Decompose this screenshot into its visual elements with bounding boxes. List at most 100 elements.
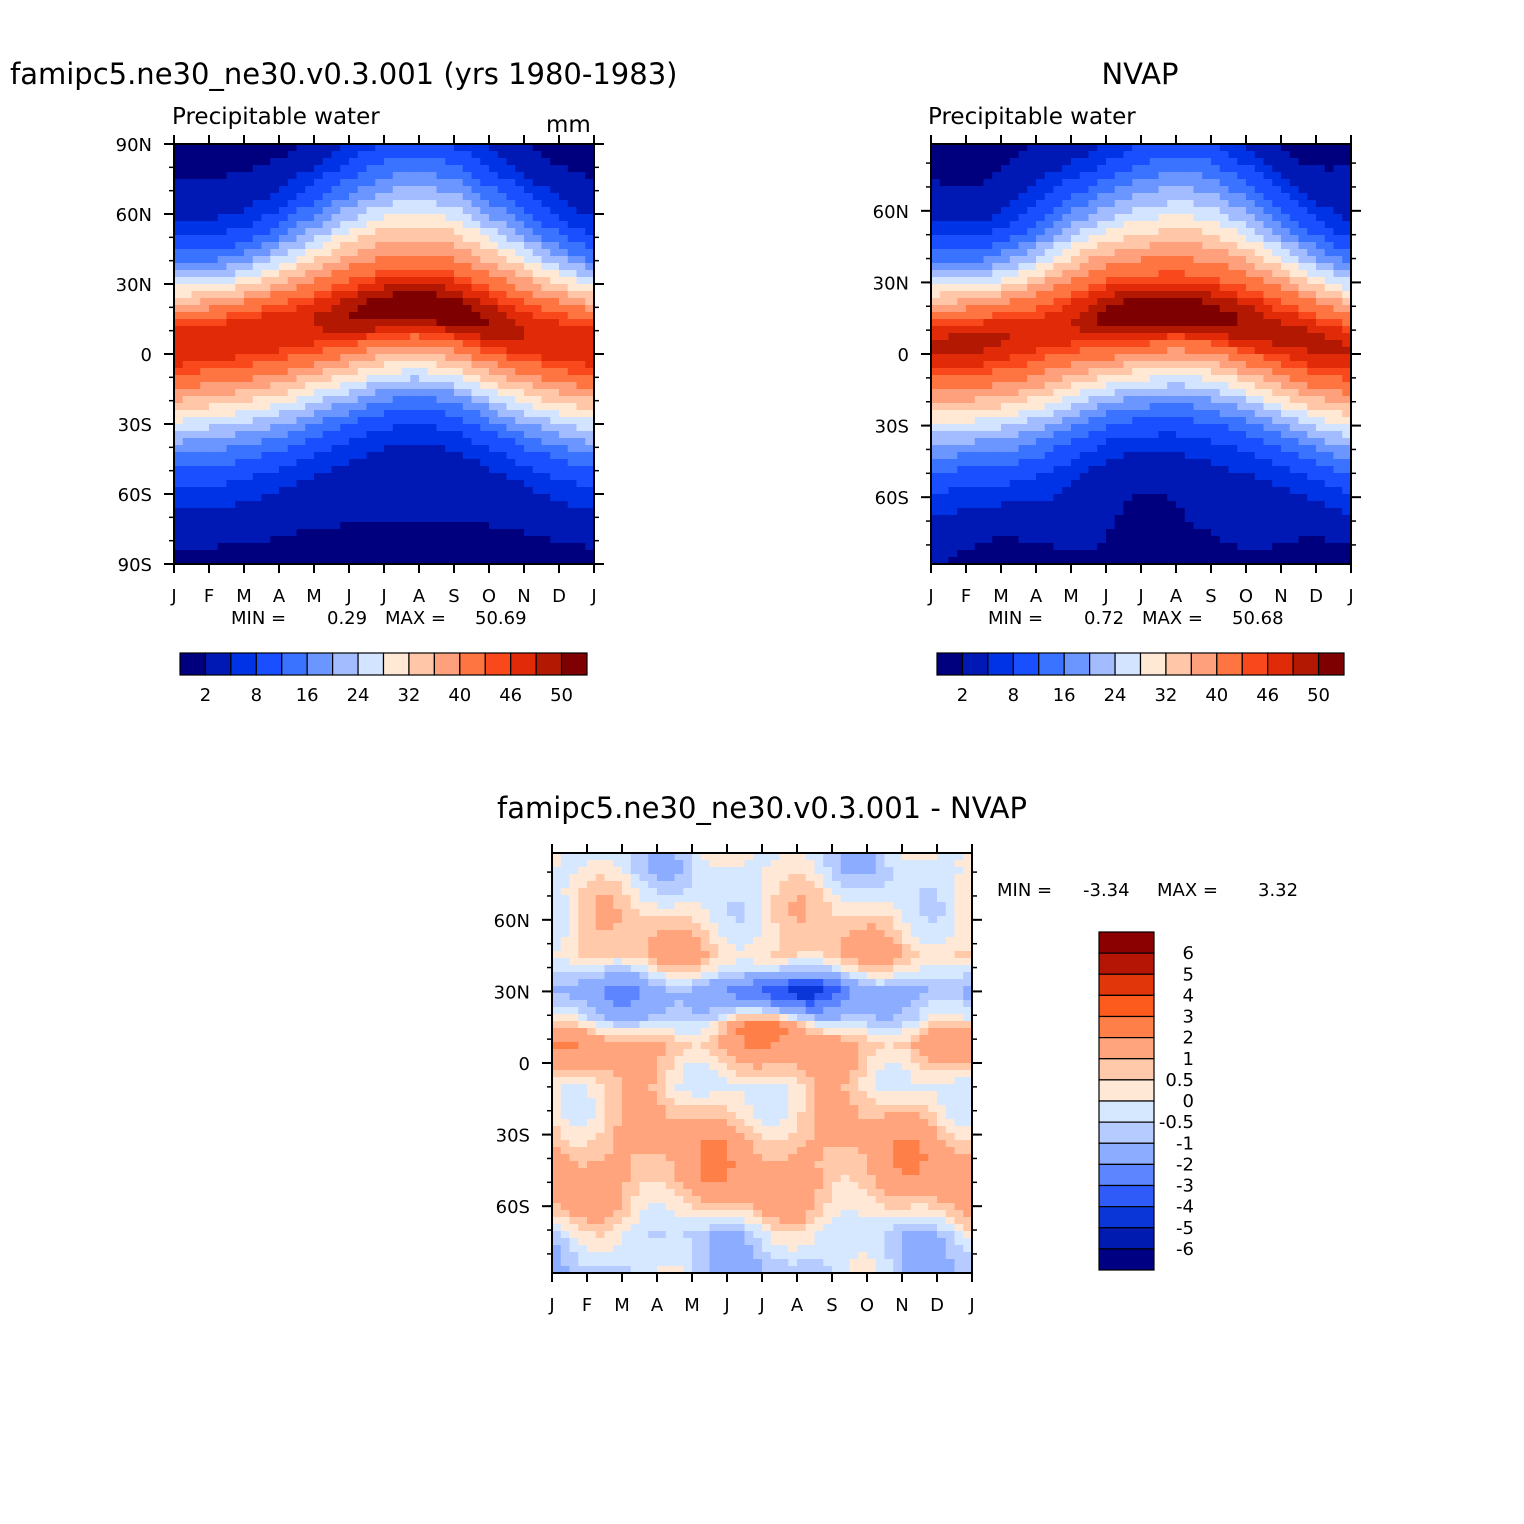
- obs-cell: [1088, 347, 1098, 355]
- obs-cell: [1044, 277, 1055, 285]
- model-cell: [550, 515, 560, 523]
- obs-cell: [1071, 312, 1081, 320]
- obs-cell: [966, 389, 976, 397]
- obs-cell: [931, 270, 941, 278]
- model-cell: [480, 312, 490, 320]
- model-cell: [489, 438, 499, 446]
- obs-cell: [1219, 249, 1230, 257]
- obs-cell: [1272, 403, 1282, 411]
- model-cell: [226, 452, 236, 460]
- model-cell: [340, 249, 350, 257]
- obs-cell: [1202, 179, 1212, 187]
- obs-cell: [1316, 179, 1326, 187]
- model-cell: [401, 459, 411, 467]
- obs-cell: [1062, 354, 1072, 362]
- obs-cell: [1263, 319, 1273, 327]
- model-cell: [489, 221, 499, 229]
- model-cell: [419, 228, 429, 236]
- obs-cell: [939, 333, 950, 341]
- obs-cell: [992, 410, 1002, 418]
- model-cell: [559, 494, 569, 502]
- model-cell: [235, 326, 245, 334]
- obs-cell: [1254, 256, 1265, 264]
- model-cell: [576, 277, 586, 285]
- model-cell: [340, 270, 350, 278]
- model-cell: [305, 522, 315, 530]
- model-cell: [340, 340, 350, 348]
- model-cell: [506, 347, 516, 355]
- obs-cell: [1316, 410, 1326, 418]
- model-cell: [279, 172, 289, 180]
- obs-cell: [1158, 410, 1168, 418]
- obs-cell: [1324, 403, 1335, 411]
- model-cell: [506, 179, 516, 187]
- model-cell: [217, 193, 228, 201]
- model-cell: [174, 508, 184, 516]
- obs-cell: [966, 144, 976, 152]
- model-cell: [349, 326, 359, 334]
- model-cell: [576, 207, 586, 215]
- model-cell: [506, 403, 516, 411]
- model-cell: [585, 550, 595, 558]
- model-cell: [567, 144, 578, 152]
- obs-cell: [1132, 172, 1142, 180]
- model-cell: [471, 144, 481, 152]
- model-cell: [244, 529, 254, 537]
- model-cell: [331, 557, 341, 565]
- obs-cell: [1324, 151, 1335, 159]
- model-cell: [401, 333, 411, 341]
- model-cell: [357, 536, 368, 544]
- obs-cell: [1211, 368, 1221, 376]
- model-cell: [401, 186, 411, 194]
- model-cell: [506, 459, 516, 467]
- obs-cell: [1254, 382, 1265, 390]
- model-cell: [349, 277, 359, 285]
- model-cell: [209, 501, 219, 509]
- model-cell: [322, 452, 333, 460]
- model-cell: [217, 396, 228, 404]
- obs-cell: [1106, 179, 1116, 187]
- model-cell: [576, 235, 586, 243]
- model-cell: [174, 494, 184, 502]
- model-cell: [296, 431, 306, 439]
- obs-cell: [1079, 214, 1090, 222]
- obs-cell: [983, 431, 993, 439]
- model-cell: [375, 438, 385, 446]
- model-cell: [497, 466, 508, 474]
- obs-cell: [1009, 291, 1020, 299]
- model-cell: [331, 536, 341, 544]
- obs-cell: [1018, 186, 1028, 194]
- obs-cell: [1228, 382, 1238, 390]
- model-cell: [296, 235, 306, 243]
- obs-cell: [957, 298, 967, 306]
- obs-cell: [1027, 214, 1037, 222]
- model-cell: [270, 207, 280, 215]
- model-cell: [209, 480, 219, 488]
- obs-cell: [992, 403, 1002, 411]
- obs-cell: [1324, 256, 1335, 264]
- obs-cell: [1298, 417, 1308, 425]
- model-xtick-label: J: [590, 586, 596, 607]
- obs-cell: [992, 256, 1002, 264]
- obs-cell: [1193, 165, 1203, 173]
- model-cell: [427, 487, 438, 495]
- model-ytick-label: 30S: [118, 415, 152, 436]
- model-cell: [454, 354, 464, 362]
- obs-cell: [1071, 375, 1081, 383]
- model-cell: [471, 312, 481, 320]
- model-cell: [252, 186, 263, 194]
- obs-cell: [948, 375, 958, 383]
- model-cell: [200, 550, 210, 558]
- model-cell: [524, 438, 534, 446]
- model-cell: [209, 221, 219, 229]
- model-cell: [436, 319, 446, 327]
- obs-cell: [1342, 165, 1352, 173]
- model-cell: [244, 522, 254, 530]
- model-cell: [209, 249, 219, 257]
- model-cell: [279, 326, 289, 334]
- obs-cell: [1324, 382, 1335, 390]
- obs-cell: [1219, 214, 1230, 222]
- obs-cell: [974, 165, 985, 173]
- model-cell: [235, 207, 245, 215]
- model-cell: [384, 312, 394, 320]
